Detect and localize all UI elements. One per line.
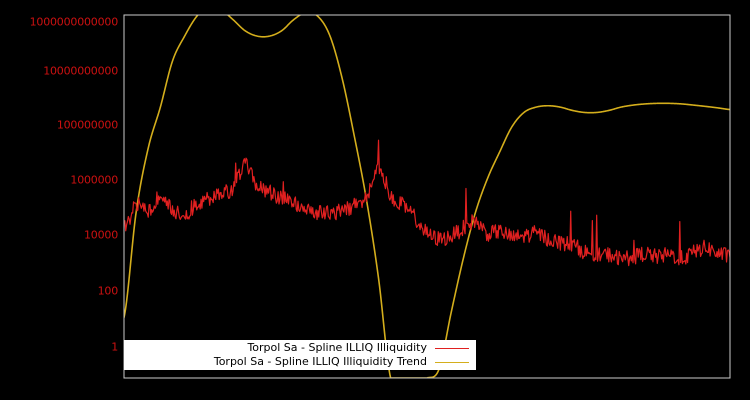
legend-label-illiquidity-trend: Torpol Sa - Spline ILLIQ Illiquidity Tre… <box>213 355 427 368</box>
ytick-label-1e12: 1000000000000 <box>29 15 119 29</box>
legend-entry-illiquidity: Torpol Sa - Spline ILLIQ Illiquidity <box>125 341 469 355</box>
series-line-illiquidity <box>124 139 730 267</box>
chart-legend: Torpol Sa - Spline ILLIQ Illiquidity Tor… <box>124 340 476 370</box>
legend-entry-illiquidity-trend: Torpol Sa - Spline ILLIQ Illiquidity Tre… <box>125 355 469 369</box>
ytick-label-1e4: 10000 <box>84 228 118 242</box>
ytick-label-1e10: 10000000000 <box>43 64 118 78</box>
axes-frame <box>123 14 731 379</box>
series-line-illiquidity-trend <box>124 15 730 378</box>
legend-label-illiquidity: Torpol Sa - Spline ILLIQ Illiquidity <box>247 341 427 354</box>
legend-swatch-illiquidity-trend <box>435 361 469 363</box>
legend-swatch-illiquidity <box>435 347 469 349</box>
ytick-label-1e2: 100 <box>97 284 119 298</box>
ytick-label-1: 1 <box>111 340 118 354</box>
ytick-label-1e8: 100000000 <box>56 118 118 132</box>
ytick-label-1e6: 1000000 <box>70 173 118 187</box>
plot-background <box>124 15 730 378</box>
